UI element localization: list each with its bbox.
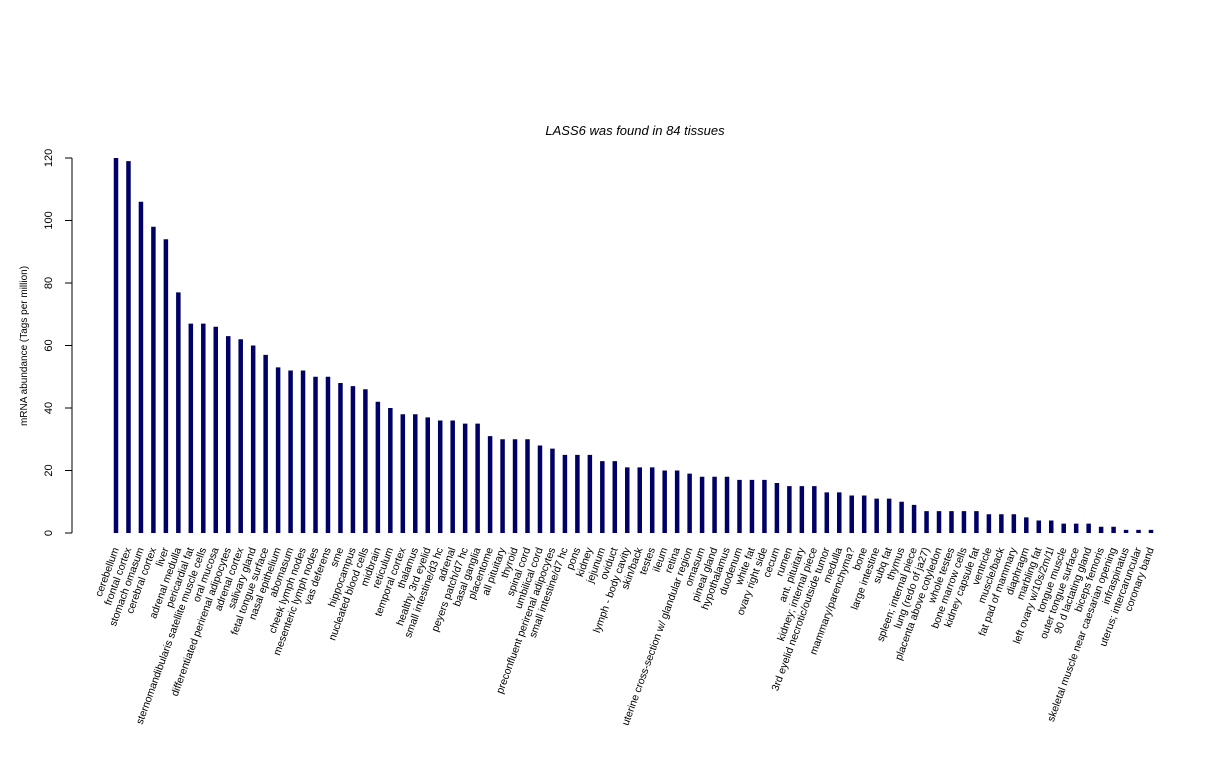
bar (612, 461, 618, 533)
bar (388, 408, 393, 533)
bar (986, 514, 992, 533)
bar (400, 414, 406, 533)
bar (949, 511, 954, 533)
bar (849, 495, 854, 533)
bar (250, 345, 256, 533)
bar (1148, 529, 1154, 533)
bar (1111, 526, 1116, 533)
bar (662, 470, 667, 533)
bar (176, 292, 181, 533)
bar (799, 486, 805, 533)
bar (450, 420, 455, 533)
bar (687, 473, 692, 533)
bar (724, 476, 730, 533)
bar (413, 414, 418, 533)
bar (525, 439, 530, 533)
bar (749, 479, 755, 533)
bar (188, 323, 194, 533)
bar (363, 389, 368, 533)
bar (288, 370, 293, 533)
bars-group (113, 158, 1154, 533)
bar (225, 336, 231, 533)
bar (300, 370, 306, 533)
bar (313, 376, 318, 533)
bar (712, 476, 717, 533)
bar (213, 326, 219, 533)
bar (163, 239, 169, 533)
bar (637, 467, 642, 533)
bar (475, 423, 480, 533)
bar (974, 511, 979, 533)
bar (1123, 529, 1129, 533)
bar (325, 376, 331, 533)
bar (201, 323, 206, 533)
y-tick-label: 20 (43, 464, 55, 476)
bar (886, 498, 892, 533)
bar (151, 226, 156, 533)
bar (787, 486, 792, 533)
bar (238, 339, 243, 533)
bar (500, 439, 505, 533)
bar (874, 498, 879, 533)
bar (1136, 529, 1141, 533)
bar (437, 420, 443, 533)
bar (1061, 523, 1066, 533)
bar (512, 439, 518, 533)
bar (1011, 514, 1017, 533)
bar (1024, 517, 1029, 533)
y-axis: 0 20 40 60 80 100 120 (43, 149, 73, 536)
bar (338, 383, 343, 533)
bar (275, 367, 281, 533)
bar (911, 504, 917, 533)
bar (1036, 520, 1042, 533)
bar (487, 436, 493, 533)
y-tick-label: 120 (43, 149, 55, 167)
bar (737, 479, 742, 533)
bar (774, 483, 780, 533)
bar (649, 467, 655, 533)
chart-title: LASS6 was found in 84 tissues (545, 123, 725, 138)
bar (113, 158, 119, 533)
y-tick-label: 40 (43, 402, 55, 414)
bar (812, 486, 817, 533)
y-tick-label: 60 (43, 339, 55, 351)
bar (762, 479, 767, 533)
bar (462, 423, 468, 533)
bar (1098, 526, 1104, 533)
bar (562, 454, 568, 533)
bar (924, 511, 929, 533)
bar (375, 401, 381, 533)
bar (674, 470, 680, 533)
bar (600, 461, 605, 533)
bar (699, 476, 705, 533)
bar (999, 514, 1004, 533)
bar (425, 417, 430, 533)
bar (1086, 523, 1091, 533)
y-tick-label: 100 (43, 211, 55, 229)
bar (861, 495, 867, 533)
y-axis-label: mRNA abundance (Tags per million) (19, 266, 30, 426)
y-tick-label: 80 (43, 277, 55, 289)
bar (625, 467, 630, 533)
bar (961, 511, 967, 533)
bar (824, 492, 830, 533)
bar (263, 354, 268, 533)
bar (837, 492, 842, 533)
bar (936, 511, 942, 533)
bar (899, 501, 904, 533)
bar (1073, 523, 1079, 533)
bar (126, 161, 131, 533)
bar (575, 454, 580, 533)
bar (550, 448, 555, 533)
bar (1048, 520, 1054, 533)
bar (138, 201, 144, 533)
bar (537, 445, 543, 533)
y-tick-label: 0 (43, 530, 55, 536)
bar (350, 386, 356, 533)
bar (587, 454, 593, 533)
